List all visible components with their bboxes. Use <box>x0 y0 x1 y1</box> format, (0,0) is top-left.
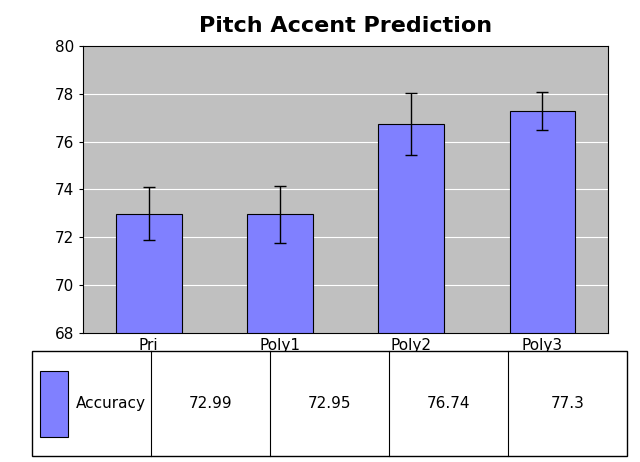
Text: 77.3: 77.3 <box>551 396 584 411</box>
Bar <box>378 124 444 333</box>
Text: Accuracy: Accuracy <box>76 396 146 411</box>
Title: Pitch Accent Prediction: Pitch Accent Prediction <box>199 16 492 36</box>
Text: 76.74: 76.74 <box>427 396 470 411</box>
Text: 72.99: 72.99 <box>189 396 232 411</box>
Bar <box>509 111 575 333</box>
Bar <box>116 213 182 333</box>
Bar <box>247 214 313 333</box>
Bar <box>40 371 68 437</box>
Text: 72.95: 72.95 <box>308 396 351 411</box>
Bar <box>32 352 627 456</box>
